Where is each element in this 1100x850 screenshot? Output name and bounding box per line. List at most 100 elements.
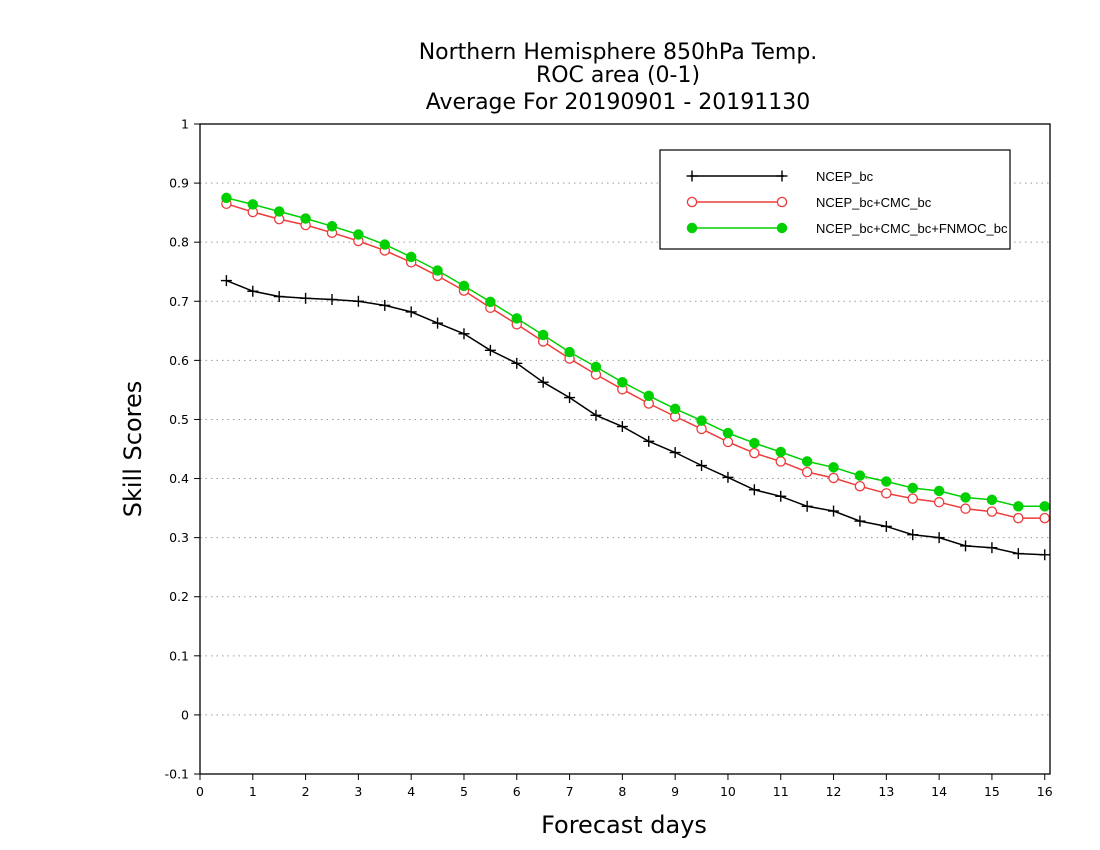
data-point [1039,501,1050,512]
data-point [616,421,628,433]
data-point [326,220,338,232]
x-tick-label: 4 [407,784,415,799]
data-point [933,532,945,544]
data-point [828,505,840,517]
data-point [511,313,523,324]
data-point [907,482,918,494]
data-point [933,485,945,497]
plot-frame [199,123,1051,775]
y-tick-label: 0.3 [169,530,189,545]
legend-marker [776,196,788,208]
data-point [722,436,734,448]
data-point [379,299,391,311]
data-point [881,476,892,487]
data-point [300,213,311,224]
data-point [247,199,259,210]
x-tick-label: 0 [196,784,204,799]
data-point [405,306,417,318]
data-point [696,415,707,426]
y-axis-ticks: -0.1 0 0.1 0.2 0.3 0.4 0.5 0.6 0.7 0.8 0.9 1 [165,117,200,782]
y-tick-label: 0.4 [169,471,189,486]
data-point [828,472,839,484]
y-tick-label: 0.9 [169,176,189,191]
data-point [933,496,945,508]
x-tick-label: 7 [566,784,574,799]
legend-item: NCEP_bc [686,169,874,184]
x-tick-label: 5 [460,784,468,799]
data-point [247,285,259,297]
data-point [432,265,443,276]
data-point [801,456,813,467]
data-point [458,328,470,340]
series-layer [220,192,1051,561]
chart-subtitle-period: Average For 20190901 - 20191130 [426,90,811,115]
data-point [590,361,602,373]
data-point [960,503,971,514]
data-point [1013,501,1024,512]
data-point [749,437,760,449]
data-point [537,376,549,388]
data-point [511,357,523,369]
x-tick-label: 2 [302,784,310,799]
y-tick-label: 0.2 [169,589,189,604]
chart-title: Northern Hemisphere 850hPa Temp. [419,40,818,65]
y-tick-label: 0 [181,707,189,722]
data-point [590,409,602,421]
data-point [485,296,496,308]
data-point [1039,549,1051,561]
data-point [564,392,576,404]
data-point [986,506,998,517]
data-point [748,484,760,496]
data-point [801,466,813,478]
chart-subtitle: ROC area (0-1) [536,63,700,88]
y-tick-label: 0.7 [169,294,189,309]
data-point [1039,512,1050,524]
data-point [1012,548,1024,560]
legend-item: NCEP_bc+CMC_bc [686,195,932,210]
series-3 [221,192,1050,512]
data-point [353,229,364,240]
data-point [643,435,655,447]
y-tick-label: 1 [181,117,189,132]
legend-label: NCEP_bc [816,169,874,184]
legend: NCEP_bc NCEP_bc+CMC_bc NCEP_bc+CMC_bc+FNMO… [659,149,1011,250]
data-point [881,488,892,499]
data-point [801,500,813,512]
data-point [775,456,786,467]
data-point [537,329,549,341]
y-tick-label: 0.8 [169,235,189,250]
y-tick-label: 0.1 [169,648,189,663]
series-line [226,203,1045,519]
legend-box [659,149,1011,250]
data-point [696,460,708,472]
data-point [828,462,839,473]
data-point [986,494,998,506]
data-point [907,493,918,504]
x-tick-label: 13 [878,784,894,799]
legend-marker [776,222,788,234]
data-point [300,292,312,304]
data-point [854,515,866,527]
data-point [960,492,971,503]
data-point [669,447,681,459]
x-tick-label: 16 [1037,784,1053,799]
data-point [669,403,681,415]
data-point [986,542,998,554]
data-point [432,317,444,329]
data-point [722,427,734,439]
legend-label: NCEP_bc+CMC_bc+FNMOC_bc [816,221,1008,236]
x-tick-label: 9 [671,784,679,799]
data-point [775,446,786,458]
data-point [221,192,232,204]
series-line [226,279,1045,556]
x-tick-label: 12 [826,784,842,799]
data-point [273,206,285,217]
legend-marker [686,196,698,208]
legend-marker [776,170,788,182]
data-point [326,294,338,305]
data-point [749,447,760,459]
legend-label: NCEP_bc+CMC_bc [816,195,932,210]
x-tick-label: 8 [618,784,626,799]
data-point [960,540,972,552]
